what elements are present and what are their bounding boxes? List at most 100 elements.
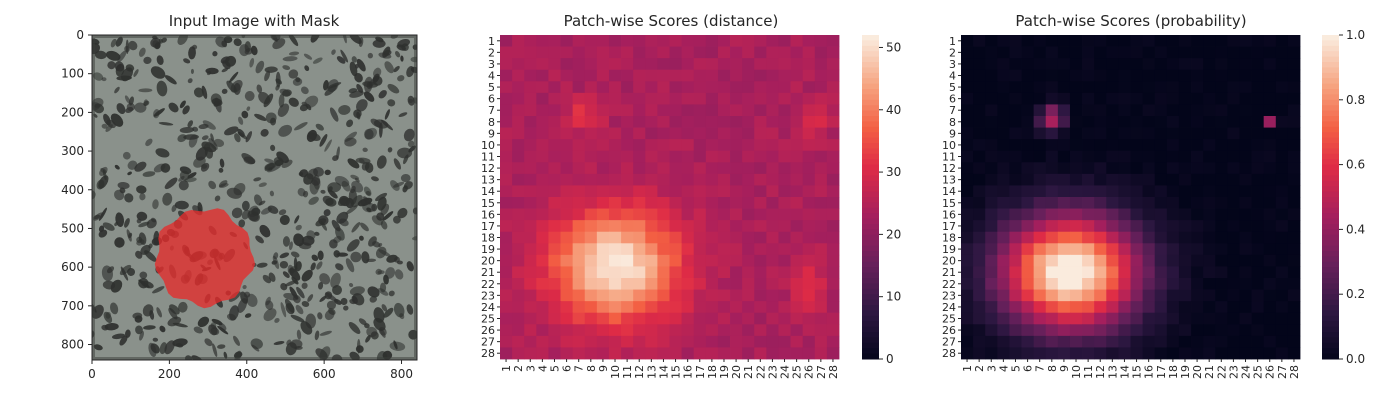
heatmap-cell <box>705 335 719 348</box>
image-speckle <box>276 151 289 164</box>
heatmap-cell <box>1118 116 1131 128</box>
heatmap-cell <box>1009 139 1022 152</box>
heatmap-cell <box>766 347 779 360</box>
image-speckle <box>125 64 135 72</box>
heatmap-cell <box>669 197 683 209</box>
heatmap-cell <box>536 127 549 140</box>
heatmap-cell <box>1082 35 1095 47</box>
image-speckle <box>393 65 400 73</box>
heatmap-cell <box>1009 324 1022 337</box>
heatmap-cell <box>536 81 549 94</box>
heatmap-cell <box>1215 324 1228 337</box>
heatmap-cell <box>608 185 622 198</box>
heatmap-cell <box>997 104 1010 117</box>
heatmap-cell <box>730 301 743 314</box>
heatmap-cell <box>572 243 586 256</box>
heatmap-cell <box>790 162 804 175</box>
heatmap-cell <box>669 208 683 221</box>
heatmap-cell <box>560 150 574 163</box>
heatmap-cell <box>1021 58 1035 71</box>
heatmap-cell <box>973 150 986 163</box>
heatmap-cell <box>584 185 598 198</box>
heatmap-cell <box>584 46 598 59</box>
heatmap-cell <box>1082 81 1095 94</box>
heatmap-cell <box>1130 81 1144 94</box>
heatmap-cell <box>657 220 670 233</box>
heatmap-cell <box>596 220 610 233</box>
heatmap-cell <box>1142 301 1156 314</box>
col-tick-label: 27 <box>1276 365 1289 379</box>
heatmap-cell <box>1203 35 1216 47</box>
image-speckle <box>314 231 320 236</box>
heatmap-cell <box>826 220 840 233</box>
heatmap-cell <box>1082 301 1095 314</box>
heatmap-cell <box>997 220 1010 233</box>
heatmap-cell <box>1009 289 1022 302</box>
heatmap-cell <box>584 173 598 186</box>
heatmap-cell <box>548 335 561 348</box>
heatmap-cell <box>1045 150 1059 163</box>
heatmap-cell <box>717 289 731 302</box>
heatmap-cell <box>730 69 743 82</box>
image-speckle <box>400 173 411 183</box>
heatmap-cell <box>802 127 816 140</box>
heatmap-cell <box>596 173 610 186</box>
image-speckle <box>138 88 153 93</box>
col-tick-label: 13 <box>1106 365 1119 379</box>
heatmap-cell <box>742 266 755 279</box>
heatmap-cell <box>560 104 574 117</box>
colorbar-segment <box>862 89 879 95</box>
heatmap-cell <box>826 58 840 71</box>
heatmap-cell <box>548 278 561 290</box>
image-speckle <box>380 220 388 230</box>
heatmap-cell <box>1021 301 1035 314</box>
image-speckle <box>135 250 143 259</box>
heatmap-cell <box>572 324 586 337</box>
heatmap-cell <box>1045 58 1059 71</box>
heatmap-cell <box>814 266 828 279</box>
heatmap-cell <box>1215 208 1228 221</box>
heatmap-cell <box>790 208 804 221</box>
panel1-frame <box>91 34 418 361</box>
heatmap-cell <box>826 301 840 314</box>
heatmap-cell <box>1275 92 1289 105</box>
heatmap-cell <box>657 208 670 221</box>
heatmap-cell <box>681 301 695 314</box>
heatmap-cell <box>1287 197 1301 209</box>
heatmap-cell <box>596 254 610 267</box>
image-speckle <box>322 195 334 206</box>
image-speckle <box>372 241 381 248</box>
image-speckle <box>119 187 126 194</box>
image-speckle <box>205 67 219 75</box>
heatmap-cell <box>1251 312 1265 325</box>
image-speckle <box>315 218 327 227</box>
heatmap-cell <box>1057 81 1071 94</box>
image-speckle <box>278 124 293 137</box>
image-speckle <box>346 239 360 252</box>
image-speckle <box>270 144 276 152</box>
heatmap-cell <box>790 46 804 59</box>
heatmap-cell <box>1094 81 1107 94</box>
x-tick-label: 400 <box>235 367 258 381</box>
heatmap-cell <box>1239 197 1252 209</box>
heatmap-cell <box>1142 35 1156 47</box>
heatmap-cell <box>1287 116 1301 128</box>
heatmap-cell <box>645 116 658 128</box>
heatmap-cell <box>608 243 622 256</box>
heatmap-cell <box>705 208 719 221</box>
y-tick-label: 500 <box>61 221 84 235</box>
heatmap-cell <box>1251 278 1265 290</box>
heatmap-cell <box>584 139 598 152</box>
heatmap-cell <box>973 197 986 209</box>
heatmap-cell <box>572 197 586 209</box>
heatmap-cell <box>1106 69 1119 82</box>
heatmap-cell <box>1082 254 1095 267</box>
heatmap-cell <box>1069 301 1083 314</box>
heatmap-cell <box>1166 185 1180 198</box>
heatmap-cell <box>1009 104 1022 117</box>
heatmap-cell <box>742 127 755 140</box>
heatmap-cell <box>754 173 767 186</box>
heatmap-cell <box>1166 220 1180 233</box>
row-tick-label: 13 <box>942 174 956 187</box>
heatmap-cell <box>1154 139 1168 152</box>
